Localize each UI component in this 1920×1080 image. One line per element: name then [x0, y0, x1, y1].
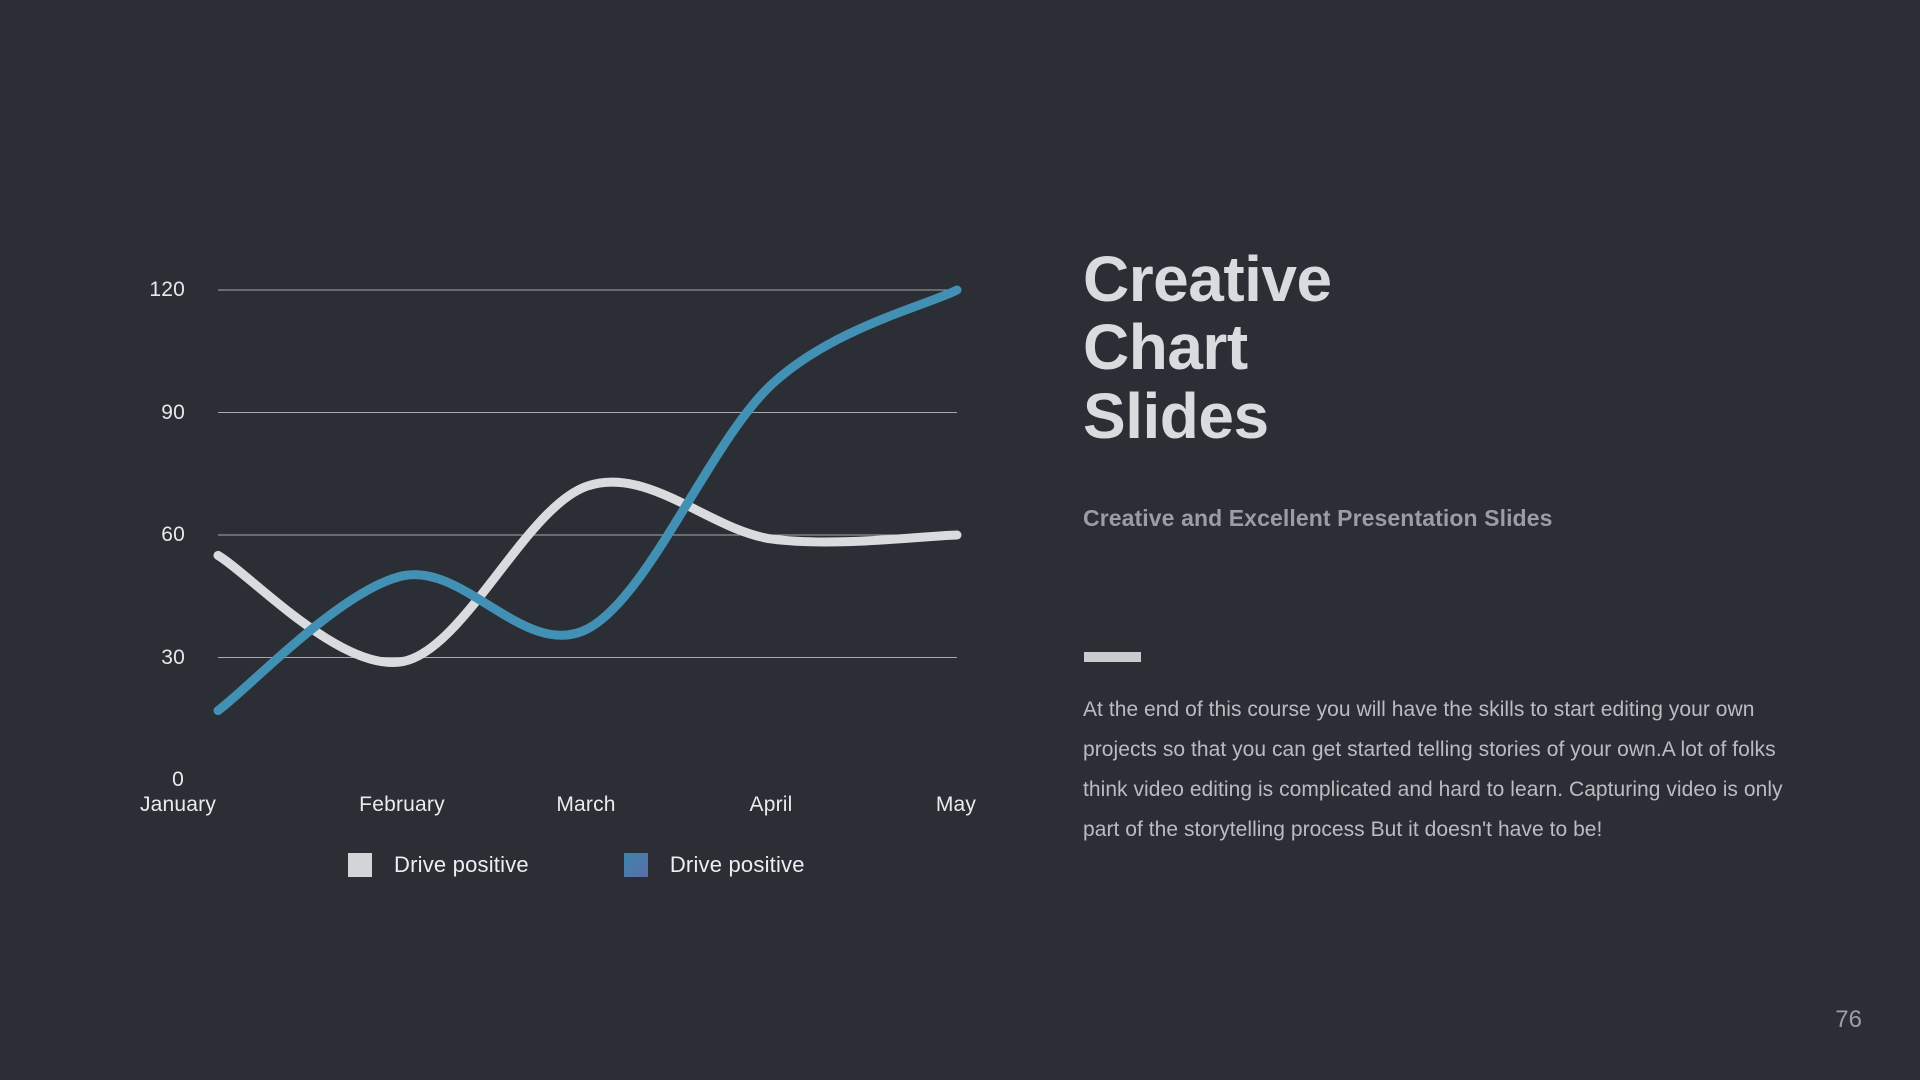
line-chart	[213, 285, 962, 716]
chart-gridlines	[218, 289, 957, 658]
page-title-line-2: Chart	[1083, 311, 1248, 384]
x-axis-tick-may: May	[935, 793, 977, 816]
legend-swatch-blue	[623, 853, 648, 877]
text-panel: Creative Chart Slides Creative and Excel…	[1083, 0, 1843, 1080]
legend-swatch-gray	[348, 853, 372, 877]
x-axis-tick-february: February	[359, 793, 445, 816]
y-axis-tick-120: 120	[149, 278, 185, 301]
legend-item-drive-positive-gray[interactable]: Drive positive	[348, 852, 529, 878]
page-title: Creative Chart Slides	[1083, 243, 1803, 452]
y-axis-tick-90: 90	[161, 401, 185, 424]
x-axis-tick-january: January	[139, 793, 217, 816]
page-subtitle: Creative and Excellent Presentation Slid…	[1083, 505, 1553, 531]
series-line-0	[213, 477, 962, 667]
x-axis-tick-march: March	[556, 793, 616, 816]
y-axis-tick-60: 60	[161, 523, 185, 546]
page-title-line-1: Creative	[1083, 243, 1332, 315]
body-paragraph: At the end of this course you will have …	[1083, 698, 1783, 841]
x-axis-tick-april: April	[749, 793, 793, 816]
y-axis-tick-30: 30	[161, 646, 185, 669]
divider-rule	[1084, 652, 1141, 662]
y-axis-tick-0: 0	[172, 768, 184, 791]
series-line-1	[213, 285, 962, 716]
chart-legend: Drive positive Drive positive	[218, 852, 958, 878]
chart-series	[213, 285, 962, 716]
page-title-line-3: Slides	[1083, 379, 1269, 452]
legend-label-blue: Drive positive	[669, 852, 805, 877]
page-number: 76	[1835, 1006, 1862, 1033]
legend-label-gray: Drive positive	[394, 852, 529, 877]
legend-item-drive-positive-blue[interactable]: Drive positive	[623, 852, 805, 878]
chart-panel: 120 90 60 30 0 January February March Ap…	[139, 278, 977, 878]
